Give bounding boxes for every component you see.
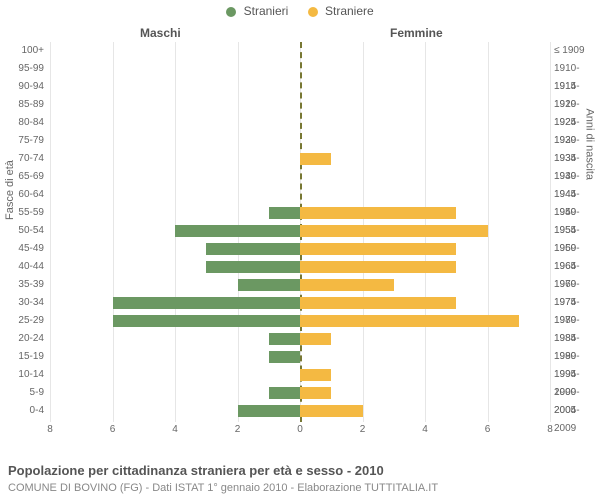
legend-item-female: Straniere xyxy=(308,4,374,18)
gridline xyxy=(550,42,551,422)
age-label: 55-59 xyxy=(0,204,44,222)
bar-male xyxy=(206,243,300,255)
birth-year-label: ≤ 1909 xyxy=(554,42,600,60)
age-label: 20-24 xyxy=(0,330,44,348)
age-row: 30-341975-1979 xyxy=(50,294,550,312)
age-row: 10-141995-1999 xyxy=(50,366,550,384)
age-row: 40-441965-1969 xyxy=(50,258,550,276)
bar-female xyxy=(300,261,456,273)
section-title-left: Maschi xyxy=(140,26,181,40)
bar-female xyxy=(300,225,488,237)
bar-male xyxy=(269,207,300,219)
bar-male xyxy=(269,387,300,399)
legend: Stranieri Straniere xyxy=(0,4,600,18)
x-tick: 2 xyxy=(353,424,373,435)
age-row: 85-891920-1924 xyxy=(50,96,550,114)
age-row: 80-841925-1929 xyxy=(50,114,550,132)
x-tick: 2 xyxy=(228,424,248,435)
legend-label-male: Stranieri xyxy=(244,4,289,18)
age-label: 5-9 xyxy=(0,384,44,402)
x-tick: 0 xyxy=(290,424,310,435)
age-label: 15-19 xyxy=(0,348,44,366)
bar-female xyxy=(300,333,331,345)
age-label: 0-4 xyxy=(0,402,44,420)
age-label: 60-64 xyxy=(0,186,44,204)
bar-female xyxy=(300,387,331,399)
population-pyramid-chart: Stranieri Straniere Maschi Femmine Fasce… xyxy=(0,0,600,500)
age-row: 65-691940-1944 xyxy=(50,168,550,186)
bar-female xyxy=(300,243,456,255)
bar-male xyxy=(238,405,301,417)
bar-female xyxy=(300,315,519,327)
bar-male xyxy=(238,279,301,291)
bar-male xyxy=(206,261,300,273)
bar-female xyxy=(300,153,331,165)
age-label: 30-34 xyxy=(0,294,44,312)
bar-female xyxy=(300,207,456,219)
age-label: 35-39 xyxy=(0,276,44,294)
x-tick: 6 xyxy=(478,424,498,435)
age-row: 0-42005-2009 xyxy=(50,402,550,420)
bar-female xyxy=(300,369,331,381)
age-label: 85-89 xyxy=(0,96,44,114)
legend-label-female: Straniere xyxy=(325,4,374,18)
age-label: 40-44 xyxy=(0,258,44,276)
age-row: 50-541955-1959 xyxy=(50,222,550,240)
age-row: 20-241985-1989 xyxy=(50,330,550,348)
bar-female xyxy=(300,279,394,291)
bar-male xyxy=(113,297,301,309)
age-row: 70-741935-1939 xyxy=(50,150,550,168)
age-row: 75-791930-1934 xyxy=(50,132,550,150)
plot-area: 864202468100+≤ 190995-991910-191490-9419… xyxy=(50,42,550,442)
bar-female xyxy=(300,297,456,309)
age-row: 90-941915-1919 xyxy=(50,78,550,96)
legend-dot-male xyxy=(226,7,236,17)
legend-dot-female xyxy=(308,7,318,17)
age-row: 15-191990-1994 xyxy=(50,348,550,366)
age-label: 50-54 xyxy=(0,222,44,240)
age-row: 5-92000-2004 xyxy=(50,384,550,402)
legend-item-male: Stranieri xyxy=(226,4,288,18)
x-tick: 6 xyxy=(103,424,123,435)
age-row: 35-391970-1974 xyxy=(50,276,550,294)
bar-male xyxy=(113,315,301,327)
section-title-right: Femmine xyxy=(390,26,443,40)
age-label: 75-79 xyxy=(0,132,44,150)
chart-subcaption: COMUNE DI BOVINO (FG) - Dati ISTAT 1° ge… xyxy=(8,482,438,494)
bar-female xyxy=(300,405,363,417)
age-label: 10-14 xyxy=(0,366,44,384)
age-label: 70-74 xyxy=(0,150,44,168)
x-tick: 4 xyxy=(165,424,185,435)
chart-caption: Popolazione per cittadinanza straniera p… xyxy=(8,463,384,478)
age-row: 45-491960-1964 xyxy=(50,240,550,258)
age-label: 95-99 xyxy=(0,60,44,78)
age-row: 95-991910-1914 xyxy=(50,60,550,78)
age-row: 60-641945-1949 xyxy=(50,186,550,204)
bar-male xyxy=(175,225,300,237)
age-label: 80-84 xyxy=(0,114,44,132)
x-tick: 4 xyxy=(415,424,435,435)
age-row: 55-591950-1954 xyxy=(50,204,550,222)
birth-year-label: 2005-2009 xyxy=(554,402,600,438)
age-label: 90-94 xyxy=(0,78,44,96)
age-label: 25-29 xyxy=(0,312,44,330)
age-label: 100+ xyxy=(0,42,44,60)
age-row: 25-291980-1984 xyxy=(50,312,550,330)
age-row: 100+≤ 1909 xyxy=(50,42,550,60)
age-label: 65-69 xyxy=(0,168,44,186)
x-tick: 8 xyxy=(40,424,60,435)
bar-male xyxy=(269,351,300,363)
bar-male xyxy=(269,333,300,345)
age-label: 45-49 xyxy=(0,240,44,258)
